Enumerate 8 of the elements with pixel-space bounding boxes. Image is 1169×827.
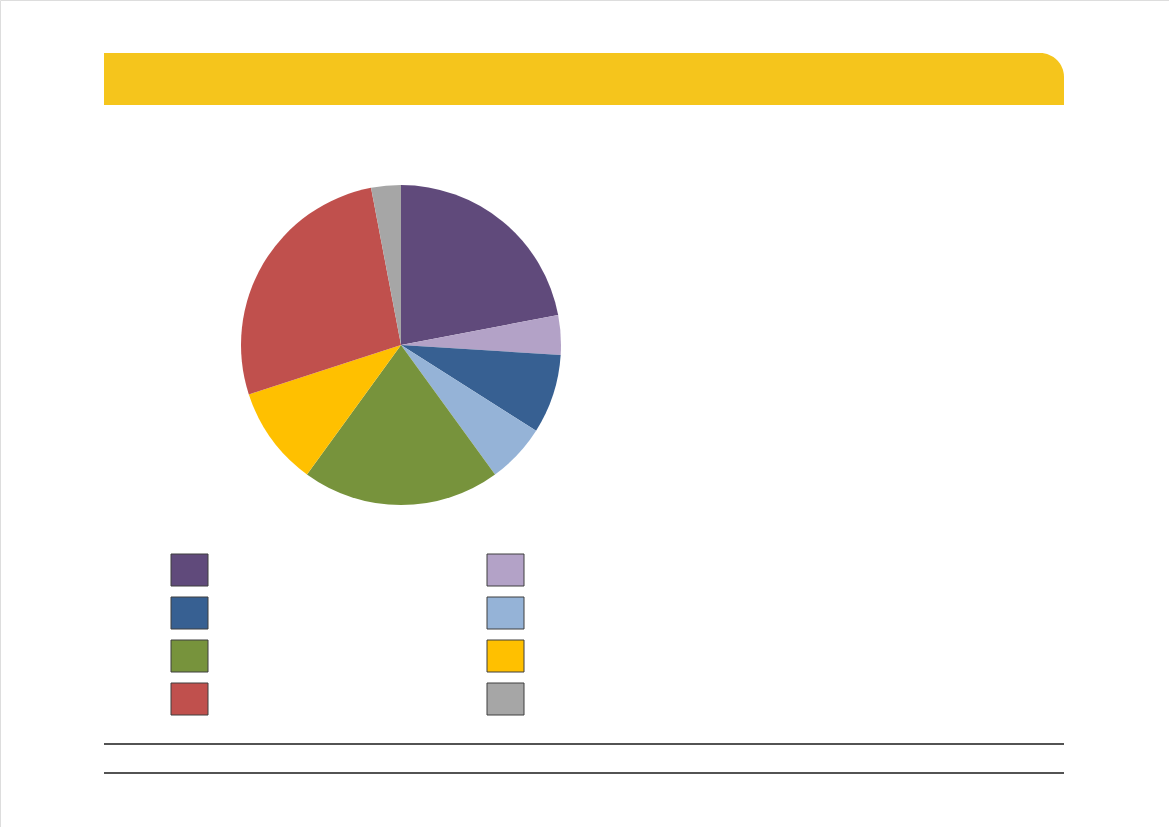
pie-slice <box>401 185 559 345</box>
pie-slice <box>401 345 561 431</box>
pie-slice <box>306 345 496 505</box>
pie-slice <box>248 345 401 475</box>
pie-slice <box>241 187 401 395</box>
pie-slice <box>371 185 401 345</box>
pie-slice <box>401 315 561 356</box>
pie-slice <box>401 345 537 475</box>
